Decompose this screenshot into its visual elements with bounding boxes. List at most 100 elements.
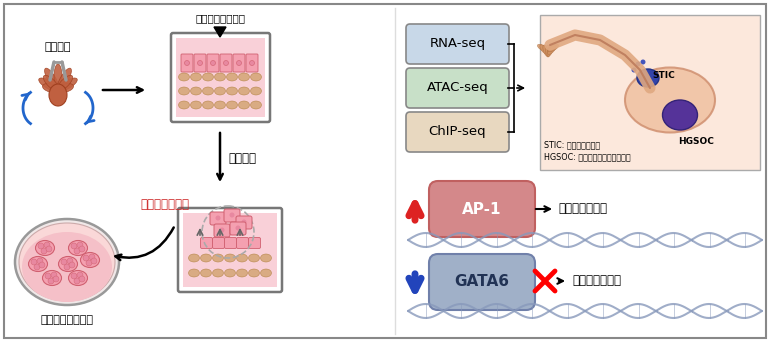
Ellipse shape [179, 87, 189, 95]
Ellipse shape [543, 45, 549, 56]
Circle shape [86, 260, 92, 266]
Ellipse shape [547, 44, 558, 52]
Circle shape [71, 273, 77, 279]
Ellipse shape [662, 100, 698, 130]
FancyBboxPatch shape [246, 54, 258, 72]
FancyBboxPatch shape [236, 237, 249, 249]
Circle shape [631, 67, 637, 73]
Ellipse shape [190, 87, 202, 95]
Ellipse shape [197, 61, 203, 66]
Ellipse shape [59, 256, 78, 272]
FancyBboxPatch shape [429, 254, 535, 310]
Ellipse shape [58, 83, 73, 92]
Ellipse shape [225, 254, 236, 262]
Ellipse shape [38, 78, 59, 91]
Circle shape [77, 272, 83, 278]
Circle shape [69, 262, 75, 268]
FancyBboxPatch shape [207, 54, 219, 72]
Ellipse shape [69, 240, 88, 255]
Ellipse shape [58, 78, 77, 91]
Ellipse shape [260, 269, 272, 277]
Text: HGSOC: 高異型度漿液性卵巣がん: HGSOC: 高異型度漿液性卵巣がん [544, 152, 631, 161]
FancyBboxPatch shape [181, 54, 193, 72]
FancyBboxPatch shape [178, 208, 282, 292]
Circle shape [61, 259, 67, 265]
Circle shape [39, 262, 45, 268]
Ellipse shape [545, 45, 551, 57]
Ellipse shape [54, 64, 62, 90]
Ellipse shape [200, 269, 212, 277]
Ellipse shape [203, 73, 213, 81]
Ellipse shape [625, 67, 715, 132]
Circle shape [229, 212, 235, 218]
Ellipse shape [223, 61, 229, 66]
Circle shape [37, 258, 43, 264]
FancyBboxPatch shape [194, 54, 206, 72]
Circle shape [641, 60, 645, 65]
Circle shape [74, 248, 80, 254]
FancyBboxPatch shape [236, 216, 252, 229]
Ellipse shape [213, 269, 223, 277]
Circle shape [77, 242, 83, 248]
FancyBboxPatch shape [406, 24, 509, 64]
Text: 上皮系マーカー: 上皮系マーカー [572, 275, 621, 288]
FancyBboxPatch shape [200, 237, 213, 249]
Text: 間葉系マーカー: 間葉系マーカー [558, 202, 607, 215]
Ellipse shape [57, 68, 72, 90]
Circle shape [34, 264, 40, 270]
FancyBboxPatch shape [225, 237, 236, 249]
Ellipse shape [203, 87, 213, 95]
FancyBboxPatch shape [224, 209, 240, 222]
Ellipse shape [22, 232, 112, 302]
Ellipse shape [15, 219, 119, 305]
Ellipse shape [250, 101, 262, 109]
FancyBboxPatch shape [406, 112, 509, 152]
Circle shape [79, 276, 85, 282]
Ellipse shape [203, 101, 213, 109]
FancyBboxPatch shape [214, 224, 230, 237]
Ellipse shape [190, 101, 202, 109]
FancyBboxPatch shape [230, 222, 246, 235]
Circle shape [51, 272, 57, 278]
Ellipse shape [69, 271, 88, 286]
Circle shape [236, 225, 240, 231]
Ellipse shape [189, 254, 199, 262]
Ellipse shape [58, 75, 72, 91]
Circle shape [64, 264, 70, 270]
Ellipse shape [239, 73, 249, 81]
Ellipse shape [35, 240, 55, 255]
FancyBboxPatch shape [406, 68, 509, 108]
Circle shape [74, 278, 80, 284]
Text: STIC: 卵管上皮内がん: STIC: 卵管上皮内がん [544, 140, 600, 149]
Ellipse shape [260, 254, 272, 262]
Text: 単離培養: 単離培養 [228, 152, 256, 165]
Ellipse shape [540, 45, 548, 54]
Text: AP-1: AP-1 [462, 201, 502, 216]
FancyBboxPatch shape [220, 54, 232, 72]
Circle shape [635, 62, 641, 66]
Circle shape [45, 273, 51, 279]
FancyBboxPatch shape [429, 181, 535, 237]
Ellipse shape [42, 271, 62, 286]
Circle shape [53, 276, 59, 282]
Circle shape [46, 246, 52, 252]
Ellipse shape [213, 254, 223, 262]
Ellipse shape [200, 254, 212, 262]
Ellipse shape [236, 269, 247, 277]
FancyBboxPatch shape [210, 212, 226, 225]
Circle shape [41, 248, 47, 254]
Polygon shape [214, 27, 226, 37]
Circle shape [38, 243, 44, 249]
Ellipse shape [249, 254, 259, 262]
Ellipse shape [179, 73, 189, 81]
FancyBboxPatch shape [213, 237, 225, 249]
Circle shape [242, 220, 246, 224]
Ellipse shape [226, 73, 237, 81]
Text: STIC: STIC [652, 70, 675, 79]
Circle shape [44, 242, 50, 248]
Ellipse shape [210, 61, 216, 66]
Ellipse shape [49, 84, 67, 106]
FancyBboxPatch shape [171, 33, 270, 122]
Text: がん遣伝子導入: がん遣伝子導入 [140, 198, 189, 211]
Ellipse shape [236, 61, 242, 66]
